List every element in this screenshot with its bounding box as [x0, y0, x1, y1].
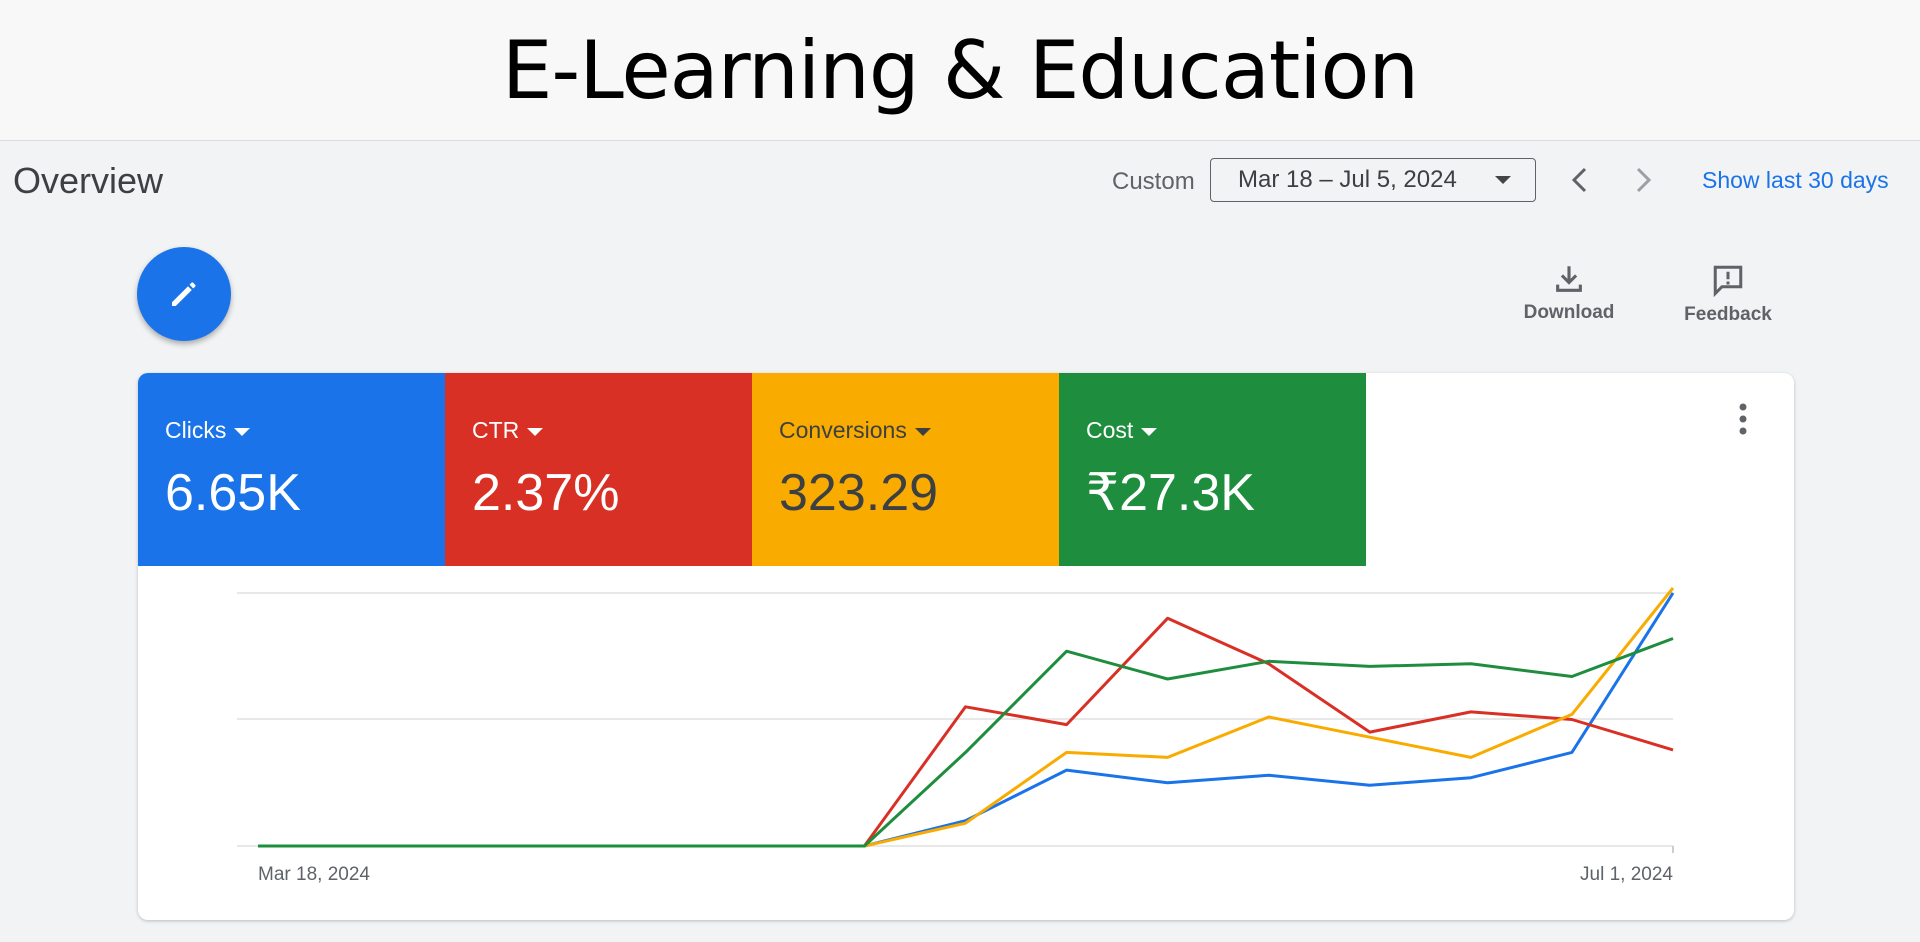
caret-down-icon — [914, 427, 931, 436]
feedback-label: Feedback — [1684, 304, 1772, 325]
banner: E-Learning & Education — [0, 0, 1920, 141]
more-options-button[interactable] — [1728, 399, 1758, 439]
x-tick-label: Jul 1, 2024 — [1580, 864, 1673, 885]
caret-down-icon — [527, 427, 544, 436]
download-label: Download — [1523, 302, 1615, 323]
date-range-value: Mar 18 – Jul 5, 2024 — [1238, 166, 1457, 193]
caret-down-icon — [234, 427, 251, 436]
date-range-select[interactable]: Mar 18 – Jul 5, 2024 — [1210, 158, 1536, 202]
metric-value: 2.37% — [472, 464, 620, 522]
series-line-ctr — [258, 616, 1674, 848]
metric-cost[interactable]: Cost ₹27.3K — [1059, 373, 1366, 566]
metric-ctr[interactable]: CTR 2.37% — [445, 373, 752, 566]
series-line-conversions — [258, 586, 1675, 848]
chevron-right-icon — [1636, 167, 1652, 193]
page-title: Overview — [13, 160, 164, 201]
previous-period-button[interactable] — [1560, 160, 1600, 200]
pencil-icon — [172, 282, 196, 306]
caret-down-icon — [1495, 176, 1511, 184]
metric-conversions[interactable]: Conversions 323.29 — [752, 373, 1059, 566]
show-last-30-days-link[interactable]: Show last 30 days — [1702, 167, 1889, 193]
banner-title: E-Learning & Education — [501, 23, 1419, 117]
next-period-button[interactable] — [1623, 160, 1663, 200]
download-icon — [1556, 266, 1582, 292]
feedback-button[interactable]: Feedback — [1673, 262, 1783, 326]
metric-name: CTR — [472, 417, 544, 444]
custom-label: Custom — [1112, 168, 1195, 195]
performance-line-chart: Mar 18, 2024 Jul 1, 2024 — [237, 586, 1675, 885]
metric-name: Cost — [1086, 417, 1158, 444]
edit-button[interactable] — [137, 247, 231, 341]
caret-down-icon — [1141, 427, 1158, 436]
metric-name: Clicks — [165, 417, 251, 444]
metric-value: 323.29 — [779, 464, 939, 522]
x-tick-label: Mar 18, 2024 — [258, 864, 370, 885]
more-vert-icon — [1739, 403, 1747, 435]
metric-clicks[interactable]: Clicks 6.65K — [138, 373, 445, 566]
chevron-left-icon — [1571, 167, 1587, 193]
series-line-cost — [258, 637, 1674, 848]
metric-name: Conversions — [779, 417, 931, 444]
metric-value: 6.65K — [165, 464, 301, 522]
metric-value: ₹27.3K — [1086, 464, 1255, 522]
feedback-icon — [1713, 265, 1743, 298]
performance-card: Clicks 6.65K CTR 2.37% Conversions 323.2… — [138, 373, 1794, 920]
download-button[interactable]: Download — [1516, 262, 1622, 324]
